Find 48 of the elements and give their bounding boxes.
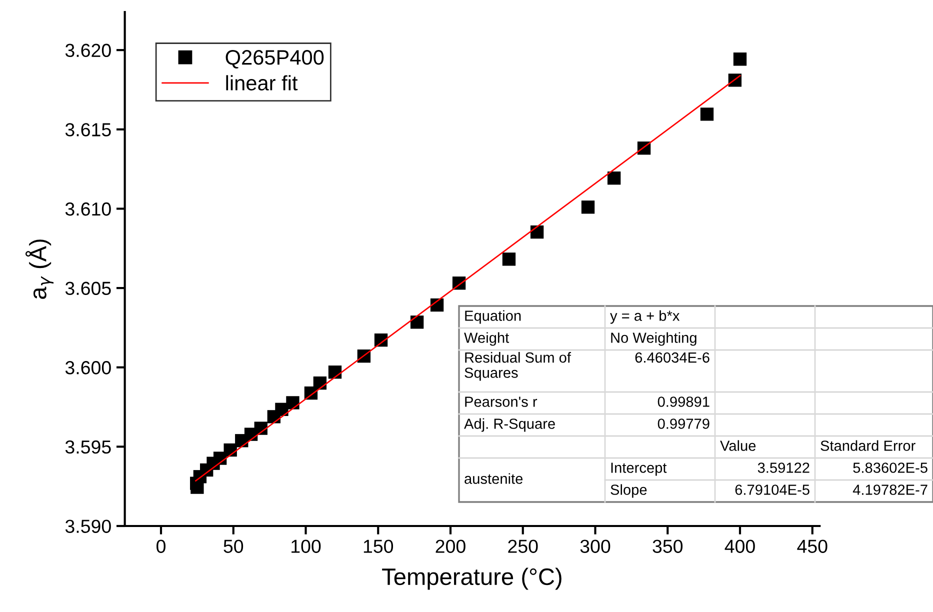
x-tick-label: 300: [580, 540, 610, 553]
annotation: Intercept: [611, 462, 667, 476]
x-axis-title: Temperature (°C): [382, 568, 562, 590]
x-tick-label: 250: [508, 540, 538, 553]
y-tick-label: 3.620: [65, 44, 111, 58]
text: 4.19782E-7: [852, 484, 928, 495]
text: Standard Error: [820, 440, 916, 451]
point: [502, 252, 516, 266]
annotation: Residual Sum of Squares: [464, 352, 572, 381]
point: [733, 52, 747, 66]
annotation: 0.99779: [658, 418, 710, 429]
annotation: Value: [720, 440, 756, 451]
legend-label: Q265P400: [226, 50, 324, 69]
x-tick-label: 50: [224, 540, 244, 553]
point: [700, 108, 714, 121]
annotation: y = a + b*x: [610, 310, 680, 324]
text: 5.83602E-5: [853, 462, 928, 473]
annotation: 3.59122: [758, 462, 810, 473]
y-tick-label: 3.610: [65, 202, 111, 216]
x-tick-label: 400: [724, 540, 755, 553]
x-tick-label: 100: [292, 540, 321, 553]
y-axis-title: a$_{γ}$ (Å): [25, 240, 54, 299]
annotation: austenite: [464, 473, 523, 484]
point: [254, 422, 268, 435]
point: [286, 396, 300, 410]
x-tick-label: 350: [652, 540, 683, 553]
annotation: 6.46034E-6: [635, 352, 710, 363]
annotation: 0.99891: [658, 396, 710, 407]
x-tick-label: 0: [156, 540, 166, 553]
y-tick-label: 3.595: [65, 440, 111, 454]
annotation: Equation: [465, 310, 521, 324]
annotation: No Weighting: [611, 332, 696, 346]
x-tick-label: 450: [797, 540, 828, 553]
annotation: Pearson's r: [465, 396, 538, 407]
y-tick-label: 3.605: [65, 282, 111, 296]
point: [410, 316, 424, 329]
annotation: Slope: [610, 484, 647, 498]
point: [607, 172, 621, 185]
point: [581, 200, 595, 214]
legend-label: linear fit: [226, 75, 298, 90]
x-tick-label: 200: [436, 540, 466, 553]
annotation: Adj. R-Square: [464, 418, 555, 432]
x-tick-label: 150: [364, 540, 394, 553]
y-tick-label: 3.600: [65, 361, 111, 374]
annotation: 6.79104E-5: [735, 484, 810, 495]
annotation: Weight: [464, 332, 510, 346]
y-tick-label: 3.615: [65, 123, 111, 136]
y-tick-label: 3.590: [65, 520, 111, 533]
